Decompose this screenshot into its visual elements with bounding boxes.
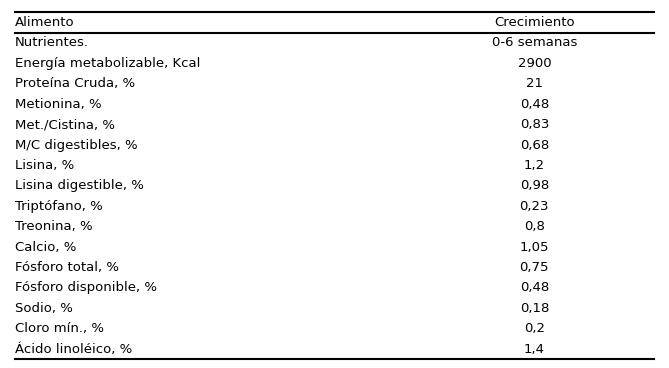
Text: 0,48: 0,48 (520, 98, 549, 111)
Text: Treonina, %: Treonina, % (15, 220, 92, 233)
Text: Energía metabolizable, Kcal: Energía metabolizable, Kcal (15, 57, 200, 70)
Text: Metionina, %: Metionina, % (15, 98, 101, 111)
Text: 1,05: 1,05 (520, 241, 549, 254)
Text: 0,83: 0,83 (520, 118, 549, 131)
Text: Calcio, %: Calcio, % (15, 241, 76, 254)
Text: 0,18: 0,18 (520, 302, 549, 315)
Text: Ácido linoléico, %: Ácido linoléico, % (15, 343, 132, 355)
Text: Crecimiento: Crecimiento (494, 16, 575, 29)
Text: 0,2: 0,2 (524, 322, 545, 335)
Text: Fósforo disponible, %: Fósforo disponible, % (15, 282, 157, 294)
Text: Fósforo total, %: Fósforo total, % (15, 261, 118, 274)
Text: 0,8: 0,8 (524, 220, 545, 233)
Text: Nutrientes.: Nutrientes. (15, 36, 89, 49)
Text: 0,23: 0,23 (520, 200, 549, 213)
Text: Proteína Cruda, %: Proteína Cruda, % (15, 77, 135, 90)
Text: Sodio, %: Sodio, % (15, 302, 73, 315)
Text: Lisina, %: Lisina, % (15, 159, 74, 172)
Text: 21: 21 (526, 77, 543, 90)
Text: 1,4: 1,4 (524, 343, 545, 355)
Text: 0-6 semanas: 0-6 semanas (492, 36, 577, 49)
Text: Alimento: Alimento (15, 16, 74, 29)
Text: 2900: 2900 (518, 57, 551, 70)
Text: 0,68: 0,68 (520, 138, 549, 152)
Text: 0,98: 0,98 (520, 179, 549, 192)
Text: Met./Cistina, %: Met./Cistina, % (15, 118, 114, 131)
Text: M/C digestibles, %: M/C digestibles, % (15, 138, 137, 152)
Text: 1,2: 1,2 (524, 159, 545, 172)
Text: Lisina digestible, %: Lisina digestible, % (15, 179, 144, 192)
Text: 0,48: 0,48 (520, 282, 549, 294)
Text: Triptófano, %: Triptófano, % (15, 200, 102, 213)
Text: Cloro mín., %: Cloro mín., % (15, 322, 104, 335)
Text: 0,75: 0,75 (520, 261, 549, 274)
